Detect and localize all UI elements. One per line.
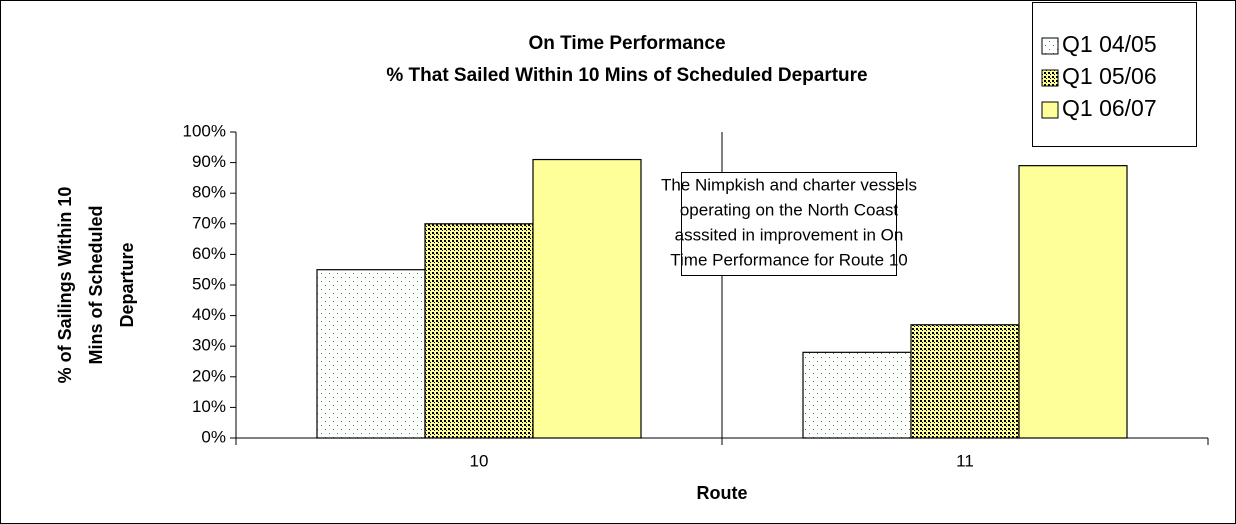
y-tick-label: 50% <box>192 274 226 293</box>
y-tick-label: 20% <box>192 366 226 385</box>
chart-title: On Time Performance <box>528 33 725 54</box>
legend-swatch <box>1041 37 1059 55</box>
y-axis-title: Departure <box>117 242 137 327</box>
legend-label: Q1 05/06 <box>1062 63 1157 89</box>
annotation-text: The Nimpkish and charter vessels <box>661 175 917 194</box>
annotation-text: operating on the North Coast <box>680 200 899 219</box>
y-tick-label: 80% <box>192 183 226 202</box>
y-tick-label: 0% <box>201 427 226 446</box>
y-axis-title: % of Sailings Within 10 <box>55 187 75 384</box>
bar <box>424 223 534 439</box>
bar <box>532 158 642 439</box>
legend-label: Q1 04/05 <box>1062 31 1157 57</box>
bar <box>1018 165 1128 439</box>
y-tick-label: 100% <box>183 121 226 140</box>
legend-swatch <box>1041 101 1059 119</box>
y-tick-label: 10% <box>192 397 226 416</box>
bar <box>802 351 912 439</box>
bar <box>910 324 1020 439</box>
annotation-box <box>681 172 897 276</box>
annotation-text: Time Performance for Route 10 <box>670 250 907 269</box>
annotation-text: asssited in improvement in On <box>675 225 904 244</box>
bar <box>316 269 426 439</box>
y-tick-label: 40% <box>192 305 226 324</box>
y-tick-label: 60% <box>192 244 226 263</box>
y-tick-label: 30% <box>192 336 226 355</box>
chart-title: % That Sailed Within 10 Mins of Schedule… <box>386 65 867 86</box>
x-tick-label: 10 <box>470 451 489 470</box>
x-axis-title: Route <box>697 483 748 503</box>
legend-box <box>1032 2 1197 147</box>
y-tick-label: 90% <box>192 152 226 171</box>
legend-label: Q1 06/07 <box>1062 95 1157 121</box>
y-axis-title: Mins of Scheduled <box>86 205 106 364</box>
y-tick-label: 70% <box>192 213 226 232</box>
x-tick-label: 11 <box>956 451 974 470</box>
legend-swatch <box>1041 69 1059 87</box>
